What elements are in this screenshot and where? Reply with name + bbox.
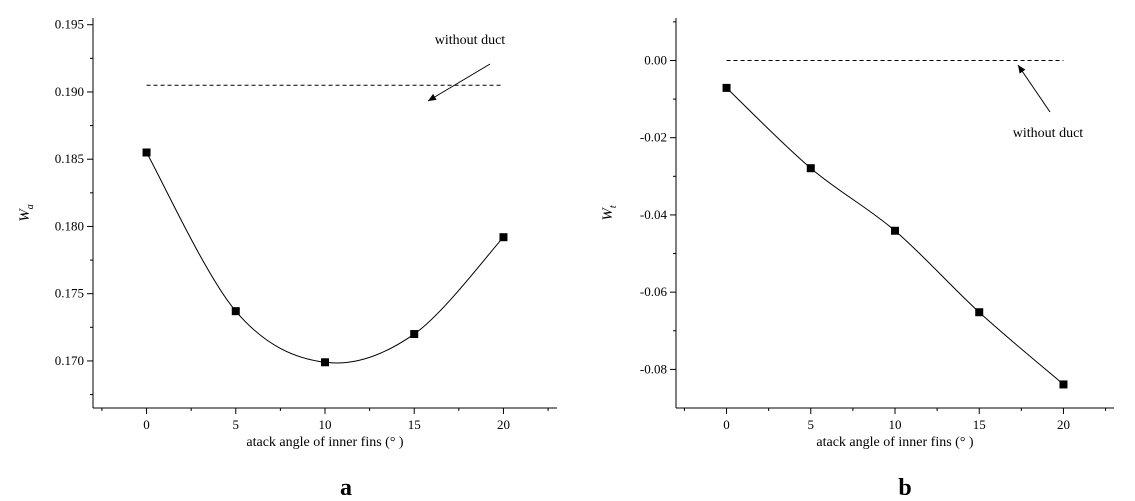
y-tick-label: 0.00 bbox=[644, 52, 667, 67]
data-point bbox=[1059, 380, 1068, 389]
data-point bbox=[806, 164, 815, 173]
data-point bbox=[142, 148, 151, 157]
data-point bbox=[499, 233, 508, 242]
data-point bbox=[321, 358, 329, 367]
x-tick-label: 20 bbox=[1057, 417, 1070, 432]
x-axis-label: atack angle of inner fins (° ) bbox=[816, 435, 974, 450]
x-tick-label: 10 bbox=[319, 417, 332, 432]
y-tick-label: 0.185 bbox=[55, 151, 84, 166]
data-point bbox=[891, 226, 899, 235]
y-tick-label: 0.190 bbox=[55, 84, 84, 99]
y-tick-label: 0.180 bbox=[55, 218, 84, 233]
x-tick-label: 15 bbox=[973, 417, 986, 432]
y-tick-label: 0.175 bbox=[55, 286, 84, 301]
y-tick-label: -0.08 bbox=[640, 361, 667, 376]
y-tick-label: -0.06 bbox=[640, 284, 668, 299]
x-axis-label: atack angle of inner fins (° ) bbox=[246, 435, 404, 450]
y-tick-label: 0.195 bbox=[55, 17, 84, 32]
data-point bbox=[231, 307, 240, 316]
data-point bbox=[410, 330, 419, 339]
arrow-head bbox=[1018, 65, 1026, 74]
series-line bbox=[146, 152, 504, 364]
x-tick-label: 0 bbox=[723, 417, 730, 432]
panel-letter-a: a bbox=[340, 475, 352, 501]
x-tick-label: 5 bbox=[233, 417, 240, 432]
x-tick-label: 5 bbox=[808, 417, 815, 432]
annotation-arrow bbox=[427, 63, 491, 102]
annotation-text: without duct bbox=[435, 33, 505, 48]
x-tick-label: 15 bbox=[408, 417, 421, 432]
y-axis-label: Wa bbox=[17, 204, 36, 222]
annotation-text: without duct bbox=[1013, 126, 1083, 141]
data-point bbox=[975, 308, 984, 317]
annotation-arrow bbox=[1017, 64, 1051, 113]
y-tick-label: -0.02 bbox=[640, 130, 667, 145]
y-axis-label: Wt bbox=[600, 205, 619, 221]
x-tick-label: 10 bbox=[889, 417, 902, 432]
x-tick-label: 20 bbox=[497, 417, 510, 432]
arrow-head bbox=[428, 93, 437, 101]
chart-panel-b: -0.08 -0.06 -0.04 -0.02 0.00 0 5 10 15 20 atack an… bbox=[600, 18, 1114, 450]
data-point bbox=[722, 83, 731, 92]
chart-panel-a: 0.170 0.175 0.180 0.185 0.190 0.195 0 5 10 15 20 at… bbox=[17, 17, 557, 450]
x-tick-label: 0 bbox=[143, 417, 150, 432]
y-tick-label: 0.170 bbox=[55, 353, 84, 368]
y-tick-label: -0.04 bbox=[640, 207, 668, 222]
panel-letter-b: b bbox=[898, 475, 911, 501]
